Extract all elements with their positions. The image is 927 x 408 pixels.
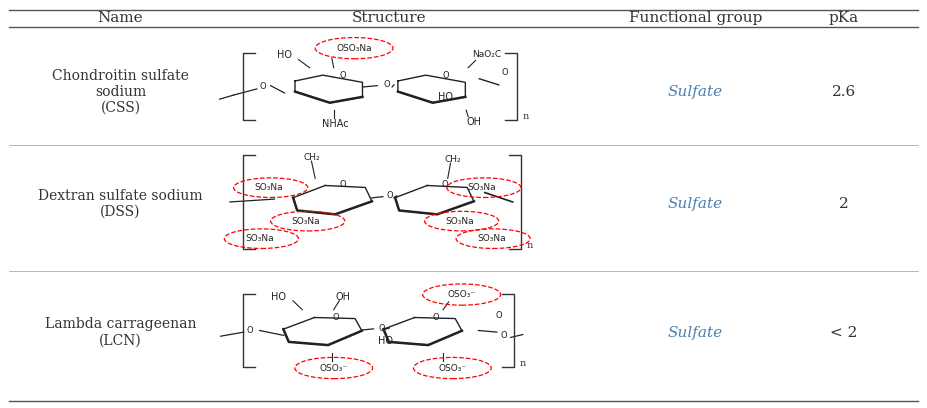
- Text: O: O: [332, 313, 339, 322]
- Text: Dextran sulfate sodium
(DSS): Dextran sulfate sodium (DSS): [38, 189, 203, 219]
- Text: Sulfate: Sulfate: [667, 85, 723, 99]
- Text: n: n: [520, 359, 527, 368]
- Text: O: O: [386, 191, 393, 200]
- Text: OSO₃⁻: OSO₃⁻: [438, 364, 466, 373]
- Text: O: O: [442, 71, 450, 80]
- Text: O: O: [432, 313, 439, 322]
- Text: O: O: [501, 331, 508, 340]
- Text: n: n: [523, 112, 529, 121]
- Text: SO₃Na: SO₃Na: [477, 234, 505, 243]
- Text: Name: Name: [97, 11, 144, 25]
- Text: < 2: < 2: [830, 326, 857, 339]
- Text: O: O: [260, 82, 267, 91]
- Text: SO₃Na: SO₃Na: [446, 217, 474, 226]
- Text: O: O: [502, 68, 509, 77]
- Text: Structure: Structure: [352, 11, 426, 25]
- Text: NaO₂C: NaO₂C: [472, 50, 502, 59]
- Text: O: O: [247, 326, 254, 335]
- Text: O: O: [383, 80, 390, 89]
- Text: pKa: pKa: [829, 11, 858, 25]
- Text: HO: HO: [277, 51, 292, 60]
- Text: OSO₃Na: OSO₃Na: [337, 44, 372, 53]
- Text: O: O: [339, 180, 347, 189]
- Text: n: n: [527, 241, 533, 250]
- Text: HO: HO: [438, 92, 453, 102]
- Text: OH: OH: [336, 292, 350, 302]
- Text: O: O: [495, 311, 502, 320]
- Text: NHAc: NHAc: [323, 119, 349, 129]
- Text: Functional group: Functional group: [629, 11, 762, 25]
- Text: OSO₃⁻: OSO₃⁻: [448, 290, 476, 299]
- Text: HO: HO: [378, 337, 393, 346]
- Text: CH₂: CH₂: [444, 155, 461, 164]
- Text: 2: 2: [839, 197, 848, 211]
- Text: SO₃Na: SO₃Na: [292, 217, 320, 226]
- Text: SO₃Na: SO₃Na: [246, 234, 273, 243]
- Text: O: O: [339, 71, 347, 80]
- Text: Chondroitin sulfate
sodium
(CSS): Chondroitin sulfate sodium (CSS): [52, 69, 189, 115]
- Text: HO: HO: [271, 292, 286, 302]
- Text: 2.6: 2.6: [832, 85, 856, 99]
- Text: Sulfate: Sulfate: [667, 197, 723, 211]
- Text: OH: OH: [466, 118, 481, 127]
- Text: Sulfate: Sulfate: [667, 326, 723, 339]
- Text: Lambda carrageenan
(LCN): Lambda carrageenan (LCN): [44, 317, 197, 348]
- Text: CH₂: CH₂: [303, 153, 320, 162]
- Text: OSO₃⁻: OSO₃⁻: [320, 364, 348, 373]
- Text: SO₃Na: SO₃Na: [255, 183, 283, 192]
- Text: SO₃Na: SO₃Na: [468, 183, 496, 192]
- Text: O: O: [378, 324, 386, 333]
- Text: O: O: [441, 180, 449, 189]
